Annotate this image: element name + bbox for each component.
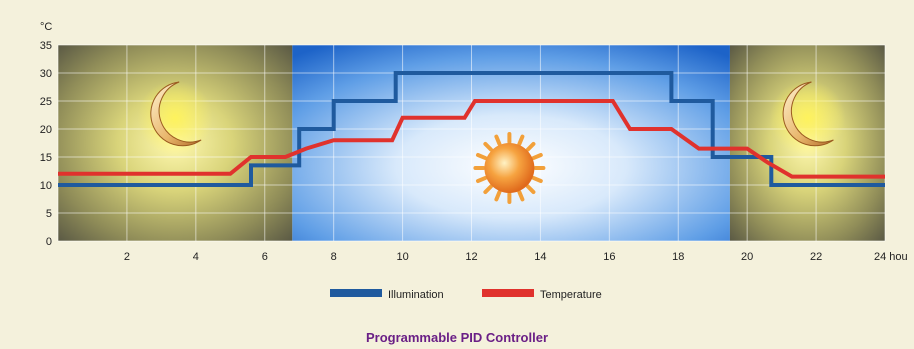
x-unit-label: 24 hou	[874, 251, 908, 263]
x-tick-label: 22	[810, 251, 822, 263]
y-tick-label: 20	[40, 124, 52, 136]
x-axis: 2 4 6 8 10 12 14 16 18 20 22	[124, 251, 822, 263]
footer-title: Programmable PID Controller	[365, 330, 549, 345]
x-tick-label: 6	[262, 251, 268, 263]
y-tick-label: 30	[40, 68, 52, 80]
y-axis: 0 5 10 15 20 25 30 35	[40, 40, 52, 248]
y-tick-label: 10	[40, 180, 52, 192]
series-lines	[58, 71, 885, 187]
y-tick-label: 15	[40, 152, 52, 164]
legend-label-illumination: Illumination	[388, 289, 444, 301]
decorations	[137, 80, 846, 204]
x-tick-label: 12	[465, 251, 477, 263]
legend: Illumination Temperature	[330, 289, 602, 301]
x-tick-label: 8	[331, 251, 337, 263]
y-tick-label: 0	[46, 236, 52, 248]
x-tick-label: 20	[741, 251, 753, 263]
y-tick-label: 25	[40, 96, 52, 108]
x-tick-label: 2	[124, 251, 130, 263]
y-tick-label: 35	[40, 40, 52, 52]
legend-swatch-illumination	[330, 289, 382, 297]
series-line-illumination	[58, 71, 885, 187]
x-tick-label: 14	[534, 251, 546, 263]
legend-label-temperature: Temperature	[540, 289, 602, 301]
x-tick-label: 16	[603, 251, 615, 263]
x-tick-label: 10	[396, 251, 408, 263]
x-tick-label: 4	[193, 251, 199, 263]
moon-icon	[769, 80, 846, 156]
sun-icon	[473, 132, 546, 204]
moon-icon	[137, 80, 214, 156]
series-line-temperature	[58, 99, 885, 179]
legend-swatch-temperature	[482, 289, 534, 297]
y-tick-label: 5	[46, 208, 52, 220]
y-unit-label: °C	[40, 21, 52, 33]
x-tick-label: 18	[672, 251, 684, 263]
